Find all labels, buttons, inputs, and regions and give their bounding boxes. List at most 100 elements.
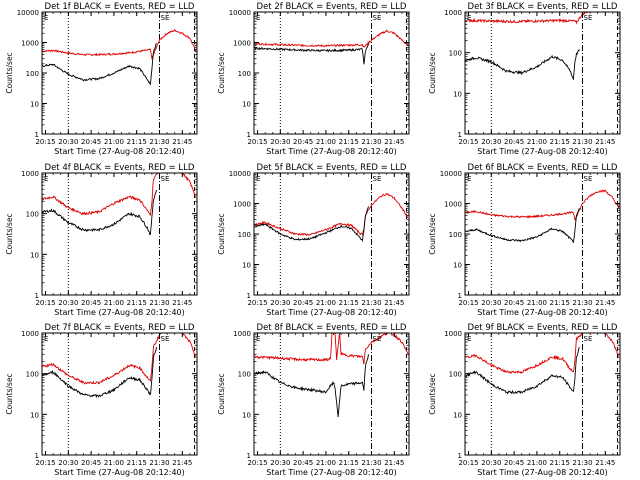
x-tick-label: 21:30: [361, 459, 381, 467]
x-tick-label: 21:30: [361, 138, 381, 146]
x-tick-label: 20:30: [58, 138, 78, 146]
top-left-label: E: [44, 175, 48, 183]
x-tick-label: 20:30: [481, 138, 501, 146]
x-tick-label: 21:15: [339, 459, 359, 467]
series-line-events: [465, 207, 580, 243]
y-tick-label: 1000: [444, 330, 462, 338]
y-tick-label: 10000: [17, 9, 39, 17]
y-axis-label: Counts/sec: [5, 373, 14, 414]
plot-frame: [464, 11, 621, 135]
y-tick-label: 1: [458, 292, 462, 300]
x-tick-label: 20:30: [58, 299, 78, 307]
x-tick-label: 20:45: [504, 459, 524, 467]
y-tick-label: 1: [35, 452, 39, 460]
series-line-events: [254, 43, 369, 65]
y-tick-label: 10: [242, 411, 251, 419]
x-tick-label: 21:00: [104, 299, 124, 307]
y-tick-label: 100: [238, 371, 251, 379]
panel-title: Det 3f BLACK = Events, RED = LLD: [468, 2, 618, 12]
x-tick-label: 20:30: [270, 299, 290, 307]
top-left-label: E: [467, 14, 471, 22]
y-tick-label: 10: [30, 101, 39, 109]
x-tick-label: 20:15: [247, 138, 267, 146]
top-left-label: E: [467, 335, 471, 343]
x-tick-label: 21:30: [149, 138, 169, 146]
det-panel-9: Det 9f BLACK = Events, RED = LLD Counts/s…: [428, 323, 621, 477]
x-tick-label: 21:30: [572, 138, 592, 146]
x-tick-label: 21:15: [550, 299, 570, 307]
top-left-label: E: [467, 175, 471, 183]
y-tick-label: 1000: [233, 201, 251, 209]
panel-title: Det 8f BLACK = Events, RED = LLD: [257, 323, 407, 333]
x-tick-label: 20:45: [293, 299, 313, 307]
top-left-label: E: [256, 14, 260, 22]
x-tick-label: 20:30: [481, 299, 501, 307]
plot-frame: [41, 172, 198, 296]
y-tick-label: 100: [449, 231, 462, 239]
series-line-events: [42, 347, 157, 399]
panel-title: Det 5f BLACK = Events, RED = LLD: [257, 163, 407, 173]
y-tick-label: 100: [238, 231, 251, 239]
plot-frame: [253, 11, 410, 135]
plot-frame: [253, 172, 410, 296]
x-tick-label: 21:15: [127, 299, 147, 307]
x-tick-label: 20:30: [58, 459, 78, 467]
top-left-label: E: [44, 335, 48, 343]
x-axis-label: Start Time (27-Aug-08 20:12:40): [477, 468, 608, 477]
y-tick-label: 10: [242, 101, 251, 109]
panel-title: Det 2f BLACK = Events, RED = LLD: [257, 2, 407, 12]
det-panel-5: Det 5f BLACK = Events, RED = LLD Counts/s…: [217, 163, 410, 317]
y-tick-label: 1000: [444, 9, 462, 17]
y-tick-label: 100: [26, 211, 39, 219]
y-tick-label: 10: [30, 411, 39, 419]
det-panel-6: Det 6f BLACK = Events, RED = LLD Counts/s…: [428, 163, 621, 317]
y-axis-label: Counts/sec: [5, 213, 14, 254]
x-tick-label: 20:45: [293, 138, 313, 146]
x-tick-label: 21:00: [527, 138, 547, 146]
x-tick-label: 21:45: [384, 138, 404, 146]
y-tick-label: 10000: [440, 170, 462, 178]
plot-frame: [41, 11, 198, 135]
panel-title: Det 4f BLACK = Events, RED = LLD: [45, 163, 195, 173]
x-tick-label: 21:15: [339, 138, 359, 146]
x-tick-label: 20:30: [270, 138, 290, 146]
x-tick-label: 21:45: [172, 299, 192, 307]
top-mid-label: SE: [584, 335, 593, 343]
x-axis-label: Start Time (27-Aug-08 20:12:40): [477, 308, 608, 317]
x-tick-label: 21:30: [149, 459, 169, 467]
x-tick-label: 20:15: [35, 459, 55, 467]
x-tick-label: 21:45: [595, 299, 615, 307]
series-line-events: [465, 346, 580, 395]
y-axis-label: Counts/sec: [428, 52, 437, 93]
x-tick-label: 20:15: [247, 299, 267, 307]
x-tick-label: 21:15: [127, 459, 147, 467]
y-tick-label: 1: [458, 131, 462, 139]
x-axis-label: Start Time (27-Aug-08 20:12:40): [266, 308, 397, 317]
x-tick-label: 21:00: [316, 299, 336, 307]
series-line-lld: [465, 189, 620, 221]
top-mid-label: SE: [373, 14, 382, 22]
x-tick-label: 21:15: [127, 138, 147, 146]
x-tick-label: 21:30: [149, 299, 169, 307]
series-line-lld: [465, 333, 620, 374]
series-line-lld: [42, 333, 197, 385]
series-line-events: [42, 42, 157, 86]
det-panel-3: Det 3f BLACK = Events, RED = LLD Counts/s…: [428, 2, 621, 156]
x-axis-label: Start Time (27-Aug-08 20:12:40): [54, 468, 185, 477]
y-axis-label: Counts/sec: [428, 213, 437, 254]
series-line-lld: [254, 333, 409, 365]
det-panel-4: Det 4f BLACK = Events, RED = LLD Counts/s…: [5, 163, 198, 317]
plot-frame: [253, 332, 410, 456]
y-tick-label: 10: [453, 262, 462, 270]
y-tick-label: 1000: [444, 201, 462, 209]
x-tick-label: 20:45: [504, 299, 524, 307]
x-tick-label: 20:45: [81, 299, 101, 307]
y-tick-label: 10000: [229, 170, 251, 178]
x-tick-label: 20:45: [293, 459, 313, 467]
top-mid-label: SE: [584, 14, 593, 22]
y-tick-label: 100: [26, 371, 39, 379]
x-tick-label: 20:15: [35, 299, 55, 307]
x-tick-label: 21:45: [595, 459, 615, 467]
y-tick-label: 1: [247, 131, 251, 139]
panel-title: Det 6f BLACK = Events, RED = LLD: [468, 163, 618, 173]
